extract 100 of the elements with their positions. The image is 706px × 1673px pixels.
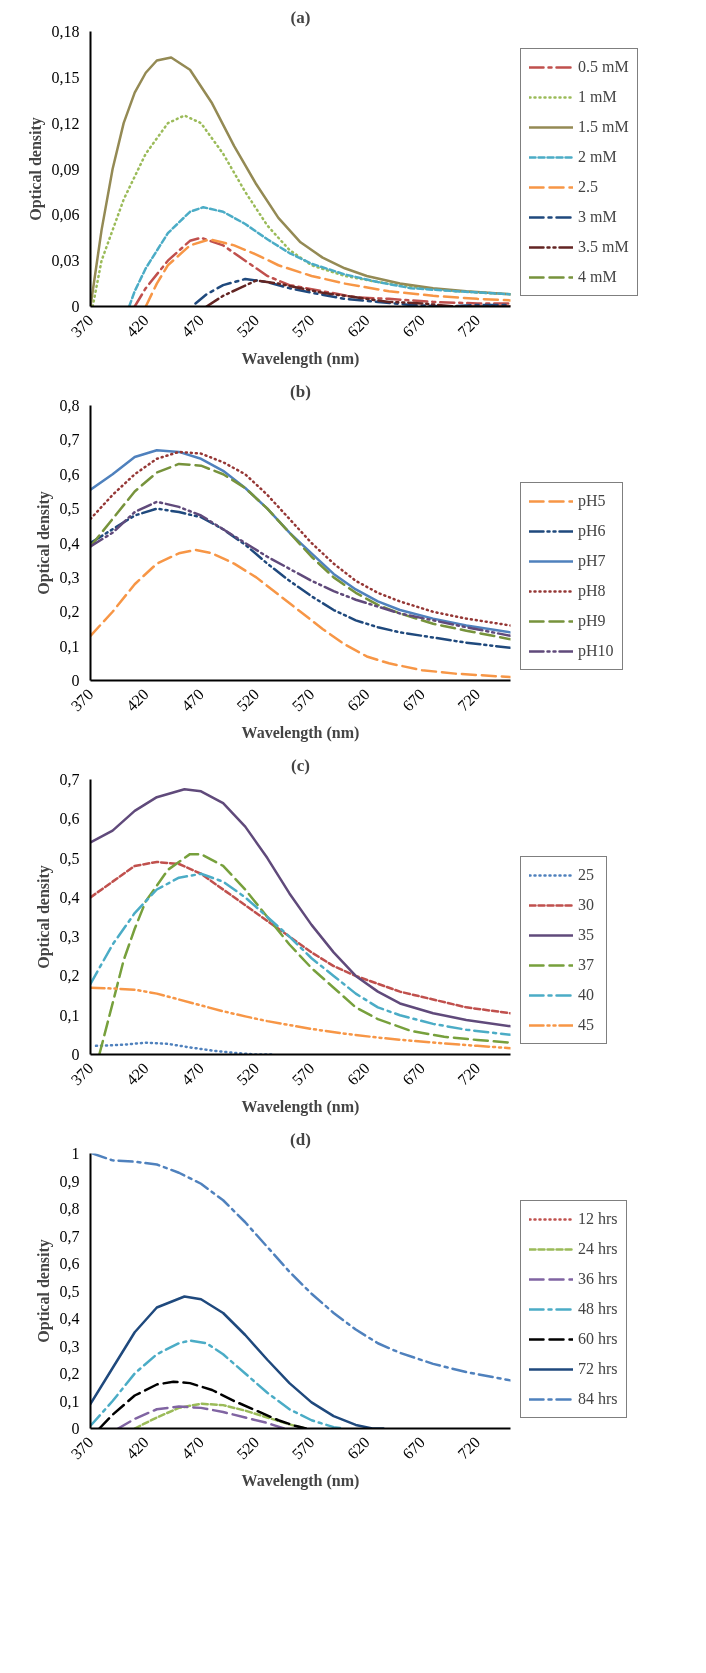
y-tick-label: 0,8 [59,397,80,414]
legend-label: pH10 [578,642,614,660]
x-axis-title: Wavelength (nm) [241,350,360,369]
legend-label: pH7 [578,552,606,570]
line-series [127,205,511,307]
y-tick-label: 0,8 [59,1200,80,1217]
y-tick-label: 0,3 [59,1337,80,1355]
legend-label: 36 hrs [578,1270,618,1288]
x-axis-title: Wavelength (nm) [241,1472,360,1491]
y-tick-label: 0,7 [59,431,80,449]
legend-label: 72 hrs [578,1360,618,1378]
legend-label: 60 hrs [578,1330,618,1348]
x-tick-label: 670 [399,1059,429,1089]
x-tick-label: 420 [122,1059,152,1089]
y-tick-label: 0,6 [59,810,80,828]
legend-label: 84 hrs [578,1390,618,1408]
x-tick-label: 520 [233,685,263,715]
chart-title: (a) [290,7,311,27]
y-tick-label: 0,5 [59,849,80,867]
legend-label: 2 mM [578,148,617,166]
y-tick-label: 0,9 [59,1172,80,1190]
legend-label: 1.5 mM [578,118,629,136]
x-tick-label: 670 [399,311,429,341]
x-tick-label: 720 [454,1059,484,1089]
y-tick-label: 0,7 [59,1227,80,1245]
chart-title: (c) [291,755,310,775]
line-series [90,1295,385,1429]
line-series [90,986,511,1050]
y-tick-label: 0,5 [59,1282,80,1300]
x-tick-label: 570 [288,311,318,341]
x-tick-label: 470 [178,311,208,341]
legend-label: 0.5 mM [578,58,629,76]
y-tick-label: 0,06 [51,206,80,224]
y-tick-label: 0,6 [59,1255,80,1272]
x-tick-label: 520 [233,1433,263,1463]
y-tick-label: 0,5 [59,500,80,518]
legend-label: 35 [578,926,595,944]
x-tick-label: 720 [454,311,484,341]
y-axis-title: Optical density [34,1239,53,1343]
legend-label: 24 hrs [578,1240,618,1258]
legend-label: pH8 [578,582,606,600]
legend-label: pH5 [578,492,606,510]
x-tick-label: 570 [288,1433,318,1463]
y-tick-label: 0,15 [51,68,80,86]
y-tick-label: 1 [71,1145,80,1162]
legend-label: 40 [578,986,595,1004]
x-tick-label: 620 [343,311,373,341]
x-tick-label: 470 [178,685,208,715]
line-series [90,860,511,1015]
x-tick-label: 670 [399,685,429,715]
legend-label: 37 [578,956,595,974]
y-tick-label: 0,1 [59,1006,80,1024]
x-tick-label: 520 [233,311,263,341]
line-series [91,1153,511,1382]
x-tick-label: 470 [178,1059,208,1089]
y-axis-title: Optical density [26,117,45,221]
y-tick-label: 0,1 [59,637,80,655]
y-tick-label: 0,3 [59,568,80,586]
y-tick-label: 0,12 [51,114,80,132]
line-series [90,788,511,1028]
y-tick-label: 0,4 [59,1310,80,1327]
legend-label: 30 [578,896,595,914]
y-tick-label: 0,2 [59,967,80,985]
y-tick-label: 0,09 [51,160,80,178]
x-tick-label: 570 [288,685,318,715]
legend-label: 4 mM [578,268,617,286]
y-tick-label: 0,4 [59,534,80,552]
legend-label: 3.5 mM [578,238,629,256]
x-axis-title: Wavelength (nm) [241,1098,360,1117]
y-tick-label: 0,2 [59,1365,80,1382]
y-tick-label: 0,2 [59,603,80,621]
y-tick-label: 0,1 [59,1392,80,1410]
y-tick-label: 0,18 [51,23,80,40]
y-axis-title: Optical density [34,491,53,595]
y-tick-label: 0,4 [59,888,80,906]
chart-title: (b) [290,381,311,401]
x-tick-label: 420 [122,311,152,341]
legend-label: 2.5 [578,178,598,196]
x-axis-title: Wavelength (nm) [241,724,360,743]
legend-label: 45 [578,1016,595,1034]
line-series [90,872,511,1037]
x-tick-label: 720 [454,1433,484,1463]
x-tick-label: 470 [178,1433,208,1463]
x-tick-label: 620 [343,1433,373,1463]
chart-title: (d) [290,1129,311,1149]
legend-label: 48 hrs [578,1300,618,1318]
x-tick-label: 570 [288,1059,318,1089]
x-tick-label: 420 [122,1433,152,1463]
x-tick-label: 520 [233,1059,263,1089]
line-series [98,852,511,1055]
legend-label: 1 mM [578,88,617,106]
x-tick-label: 670 [399,1433,429,1463]
x-tick-label: 720 [454,685,484,715]
y-tick-label: 0,3 [59,928,80,946]
y-tick-label: 0,03 [51,252,80,270]
x-tick-label: 620 [343,1059,373,1089]
legend-label: pH6 [578,522,606,540]
legend-label: 25 [578,866,595,884]
line-series [116,1405,286,1429]
line-series [94,1041,275,1055]
